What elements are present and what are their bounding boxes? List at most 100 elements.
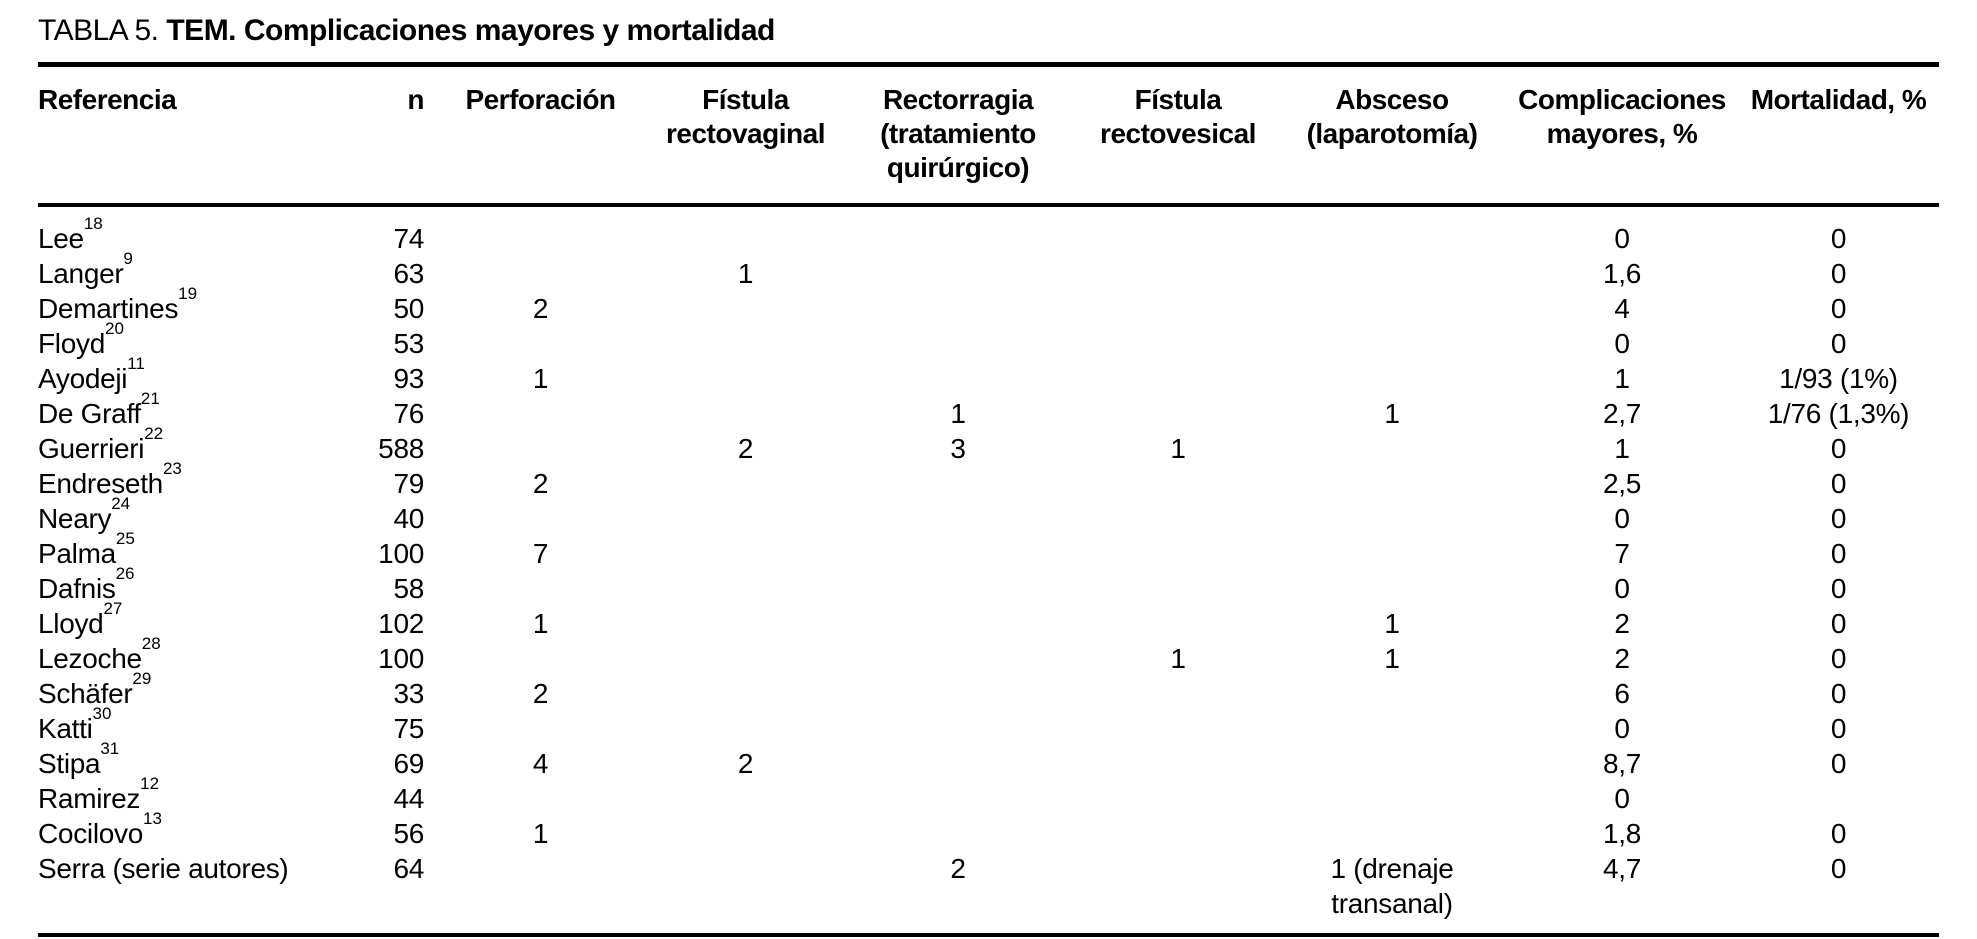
cell-n: 74 — [393, 223, 424, 254]
cell-fistula_rectovesical — [1078, 781, 1278, 816]
col-header-rectorragia: Rectorragia (tratamiento quirúrgico) — [838, 64, 1078, 207]
cell-perforacion — [428, 205, 653, 256]
cell-fistula_rectovaginal — [653, 641, 838, 676]
cell-mortalidad: 0 — [1830, 608, 1847, 639]
reference-citation-superscript: 12 — [140, 773, 160, 793]
cell-fistula_rectovesical — [1078, 501, 1278, 536]
cell-n: 53 — [393, 328, 424, 359]
table-row: Serra (serie autores) 64 2 1 (drenaje trans… — [38, 851, 1939, 935]
cell-rectorragia: 2 — [950, 853, 966, 884]
cell-absceso — [1278, 466, 1506, 501]
cell-n: 64 — [393, 853, 424, 884]
cell-mortalidad: 0 — [1830, 433, 1847, 464]
cell-n: 69 — [393, 748, 424, 779]
cell-referencia: Guerrieri22 — [38, 425, 348, 466]
cell-absceso: 1 — [1384, 643, 1400, 674]
table-row: Ayodeji11 93 1 1 1/93 (1%) — [38, 355, 1939, 396]
reference-name: Guerrieri — [38, 433, 145, 464]
table-title: TABLA 5. TEM. Complicaciones mayores y m… — [38, 12, 1939, 50]
cell-fistula_rectovesical: 1 — [1170, 433, 1186, 464]
col-header-fistula_rectovaginal: Fístula rectovaginal — [653, 64, 838, 207]
cell-perforacion — [428, 431, 653, 466]
reference-name: Demartines — [38, 293, 179, 324]
cell-n: 588 — [378, 433, 424, 464]
cell-fistula_rectovesical — [1078, 606, 1278, 641]
cell-mortalidad: 0 — [1830, 678, 1847, 709]
reference-name: Ayodeji — [38, 363, 128, 394]
cell-perforacion: 1 — [532, 818, 549, 849]
reference-citation-superscript: 29 — [132, 668, 152, 688]
cell-complicaciones: 7 — [1614, 538, 1630, 569]
cell-complicaciones: 0 — [1614, 713, 1630, 744]
cell-referencia: De Graff21 — [38, 390, 348, 431]
reference-name: Palma — [38, 538, 116, 569]
cell-perforacion: 7 — [532, 538, 549, 569]
cell-mortalidad: 0 — [1830, 258, 1847, 289]
cell-complicaciones: 4 — [1614, 293, 1630, 324]
cell-complicaciones: 1 — [1614, 363, 1630, 394]
cell-complicaciones: 0 — [1614, 573, 1630, 604]
reference-name: Cocilovo — [38, 818, 143, 849]
cell-fistula_rectovaginal: 1 — [737, 258, 754, 289]
cell-n: 40 — [393, 503, 424, 534]
cell-rectorragia — [838, 746, 1078, 781]
cell-perforacion — [428, 781, 653, 816]
cell-perforacion — [428, 256, 653, 291]
cell-referencia: Langer9 — [38, 250, 348, 291]
table-row: De Graff21 76 1 1 2,7 1/76 (1,3%) — [38, 390, 1939, 431]
cell-referencia: Ayodeji11 — [38, 355, 348, 396]
cell-fistula_rectovesical — [1078, 256, 1278, 291]
cell-complicaciones: 4,7 — [1602, 853, 1642, 884]
table-header: Referencia n Perforación Fístula rectovagin… — [38, 64, 1939, 207]
cell-n: 33 — [393, 678, 424, 709]
cell-complicaciones: 0 — [1614, 223, 1630, 254]
table-row: Lezoche28 100 1 1 2 0 — [38, 635, 1939, 676]
cell-absceso — [1278, 501, 1506, 536]
table-row: Floyd20 53 0 0 — [38, 320, 1939, 361]
cell-mortalidad: 0 — [1830, 818, 1847, 849]
cell-referencia: Ramirez12 — [38, 775, 348, 816]
reference-name: Dafnis — [38, 573, 116, 604]
table-row: Ramirez12 44 0 — [38, 775, 1939, 816]
cell-rectorragia — [838, 606, 1078, 641]
cell-fistula_rectovesical — [1078, 291, 1278, 326]
cell-rectorragia — [838, 291, 1078, 326]
reference-name: Neary — [38, 503, 112, 534]
cell-n: 75 — [393, 713, 424, 744]
cell-referencia: Lee18 — [38, 205, 348, 256]
cell-perforacion — [428, 851, 653, 935]
cell-fistula_rectovaginal — [653, 676, 838, 711]
reference-name: De Graff — [38, 398, 141, 429]
cell-n: 76 — [393, 398, 424, 429]
cell-n: 50 — [393, 293, 424, 324]
cell-rectorragia — [838, 781, 1078, 816]
cell-rectorragia — [838, 501, 1078, 536]
reference-citation-superscript: 18 — [83, 213, 103, 233]
cell-mortalidad — [1738, 781, 1939, 816]
cell-fistula_rectovaginal: 2 — [737, 433, 754, 464]
cell-fistula_rectovesical — [1078, 816, 1278, 851]
cell-absceso — [1278, 711, 1506, 746]
table-row: Stipa31 69 4 2 8,7 0 — [38, 740, 1939, 781]
cell-mortalidad: 0 — [1830, 293, 1847, 324]
cell-absceso: 1 (drenaje transanal) — [1330, 853, 1454, 919]
cell-absceso — [1278, 536, 1506, 571]
cell-fistula_rectovaginal — [653, 326, 838, 361]
cell-mortalidad: 0 — [1830, 223, 1847, 254]
cell-absceso — [1278, 431, 1506, 466]
cell-n: 79 — [393, 468, 424, 499]
cell-n: 44 — [393, 783, 424, 814]
reference-name: Serra (serie autores) — [38, 853, 289, 884]
cell-n: 102 — [378, 608, 424, 639]
cell-referencia: Floyd20 — [38, 320, 348, 361]
cell-fistula_rectovesical — [1078, 205, 1278, 256]
cell-fistula_rectovesical: 1 — [1170, 643, 1186, 674]
cell-absceso — [1278, 291, 1506, 326]
cell-fistula_rectovaginal — [653, 291, 838, 326]
cell-fistula_rectovaginal: 2 — [737, 748, 754, 779]
cell-referencia: Lezoche28 — [38, 635, 348, 676]
cell-perforacion — [428, 711, 653, 746]
reference-citation-superscript: 11 — [127, 353, 145, 373]
cell-n: 63 — [393, 258, 424, 289]
cell-mortalidad: 0 — [1830, 713, 1847, 744]
